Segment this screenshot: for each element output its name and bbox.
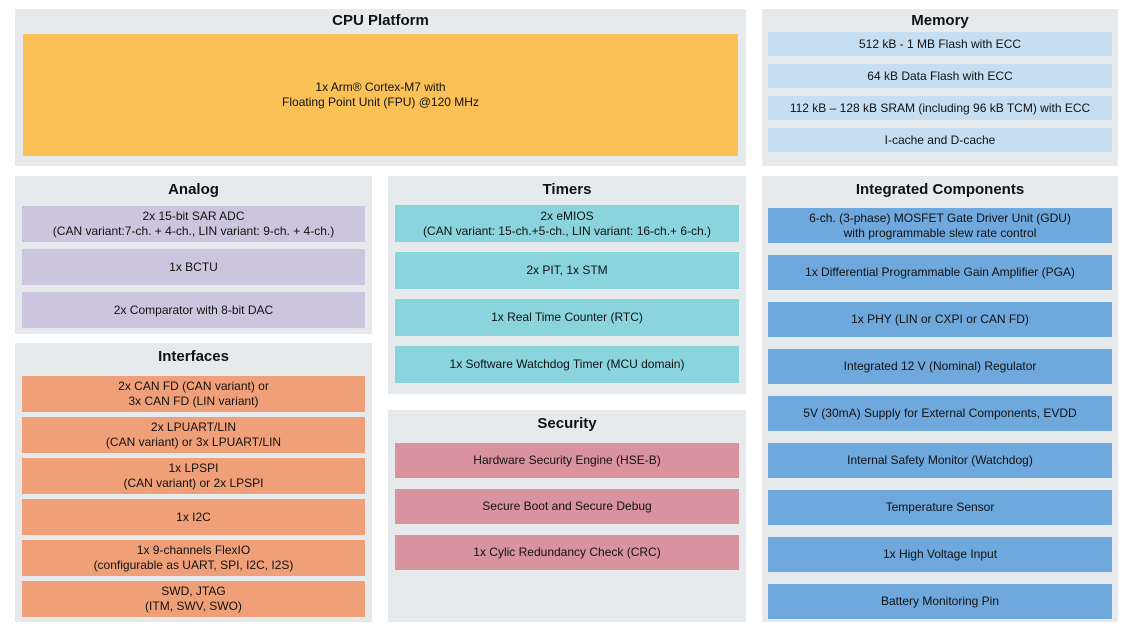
- section-security: Security Hardware Security Engine (HSE-B…: [388, 410, 746, 622]
- block-emios: 2x eMIOS (CAN variant: 15-ch.+5-ch., LIN…: [395, 205, 739, 242]
- timers-rows: 2x eMIOS (CAN variant: 15-ch.+5-ch., LIN…: [388, 205, 746, 383]
- section-interfaces: Interfaces 2x CAN FD (CAN variant) or 3x…: [15, 343, 372, 622]
- section-timers: Timers 2x eMIOS (CAN variant: 15-ch.+5-c…: [388, 176, 746, 394]
- interfaces-rows: 2x CAN FD (CAN variant) or 3x CAN FD (LI…: [15, 376, 372, 617]
- block-lpspi: 1x LPSPI (CAN variant) or 2x LPSPI: [22, 458, 365, 494]
- block-flexio: 1x 9-channels FlexIO (configurable as UA…: [22, 540, 365, 576]
- block-safety-monitor: Internal Safety Monitor (Watchdog): [768, 443, 1112, 478]
- block-swd-jtag: SWD, JTAG (ITM, SWV, SWO): [22, 581, 365, 617]
- integrated-components-rows: 6-ch. (3-phase) MOSFET Gate Driver Unit …: [762, 208, 1118, 619]
- block-software-watchdog: 1x Software Watchdog Timer (MCU domain): [395, 346, 739, 383]
- block-pga: 1x Differential Programmable Gain Amplif…: [768, 255, 1112, 290]
- block-i2c: 1x I2C: [22, 499, 365, 535]
- block-battery-monitoring-pin: Battery Monitoring Pin: [768, 584, 1112, 619]
- block-regulator: Integrated 12 V (Nominal) Regulator: [768, 349, 1112, 384]
- block-high-voltage-input: 1x High Voltage Input: [768, 537, 1112, 572]
- section-title-cpu-platform: CPU Platform: [332, 12, 429, 29]
- block-bctu: 1x BCTU: [22, 249, 365, 285]
- block-can-fd: 2x CAN FD (CAN variant) or 3x CAN FD (LI…: [22, 376, 365, 412]
- section-title-interfaces: Interfaces: [158, 348, 229, 365]
- section-title-analog: Analog: [168, 181, 219, 198]
- section-title-integrated-components: Integrated Components: [855, 181, 1025, 198]
- section-memory: Memory 512 kB - 1 MB Flash with ECC 64 k…: [762, 9, 1118, 166]
- section-title-memory: Memory: [911, 12, 969, 29]
- block-cortex-m7-core: 1x Arm® Cortex-M7 with Floating Point Un…: [23, 34, 738, 156]
- block-cache: I-cache and D-cache: [768, 128, 1112, 152]
- block-lpuart-lin: 2x LPUART/LIN (CAN variant) or 3x LPUART…: [22, 417, 365, 453]
- block-temperature-sensor: Temperature Sensor: [768, 490, 1112, 525]
- block-pit-stm: 2x PIT, 1x STM: [395, 252, 739, 289]
- security-rows: Hardware Security Engine (HSE-B) Secure …: [388, 443, 746, 570]
- section-title-timers: Timers: [542, 181, 592, 198]
- block-sar-adc: 2x 15-bit SAR ADC (CAN variant:7-ch. + 4…: [22, 206, 365, 242]
- section-cpu-platform: CPU Platform 1x Arm® Cortex-M7 with Floa…: [15, 9, 746, 166]
- block-phy: 1x PHY (LIN or CXPI or CAN FD): [768, 302, 1112, 337]
- cpu-platform-rows: 1x Arm® Cortex-M7 with Floating Point Un…: [15, 34, 746, 156]
- section-integrated-components: Integrated Components 6-ch. (3-phase) MO…: [762, 176, 1118, 622]
- block-rtc: 1x Real Time Counter (RTC): [395, 299, 739, 336]
- section-analog: Analog 2x 15-bit SAR ADC (CAN variant:7-…: [15, 176, 372, 334]
- block-gdu: 6-ch. (3-phase) MOSFET Gate Driver Unit …: [768, 208, 1112, 243]
- block-hse: Hardware Security Engine (HSE-B): [395, 443, 739, 478]
- block-comparator-dac: 2x Comparator with 8-bit DAC: [22, 292, 365, 328]
- block-sram: 112 kB – 128 kB SRAM (including 96 kB TC…: [768, 96, 1112, 120]
- section-title-security: Security: [537, 415, 597, 432]
- block-data-flash: 64 kB Data Flash with ECC: [768, 64, 1112, 88]
- block-crc: 1x Cylic Redundancy Check (CRC): [395, 535, 739, 570]
- memory-rows: 512 kB - 1 MB Flash with ECC 64 kB Data …: [762, 32, 1118, 152]
- block-secure-boot: Secure Boot and Secure Debug: [395, 489, 739, 524]
- block-5v-supply: 5V (30mA) Supply for External Components…: [768, 396, 1112, 431]
- block-program-flash: 512 kB - 1 MB Flash with ECC: [768, 32, 1112, 56]
- analog-rows: 2x 15-bit SAR ADC (CAN variant:7-ch. + 4…: [15, 206, 372, 328]
